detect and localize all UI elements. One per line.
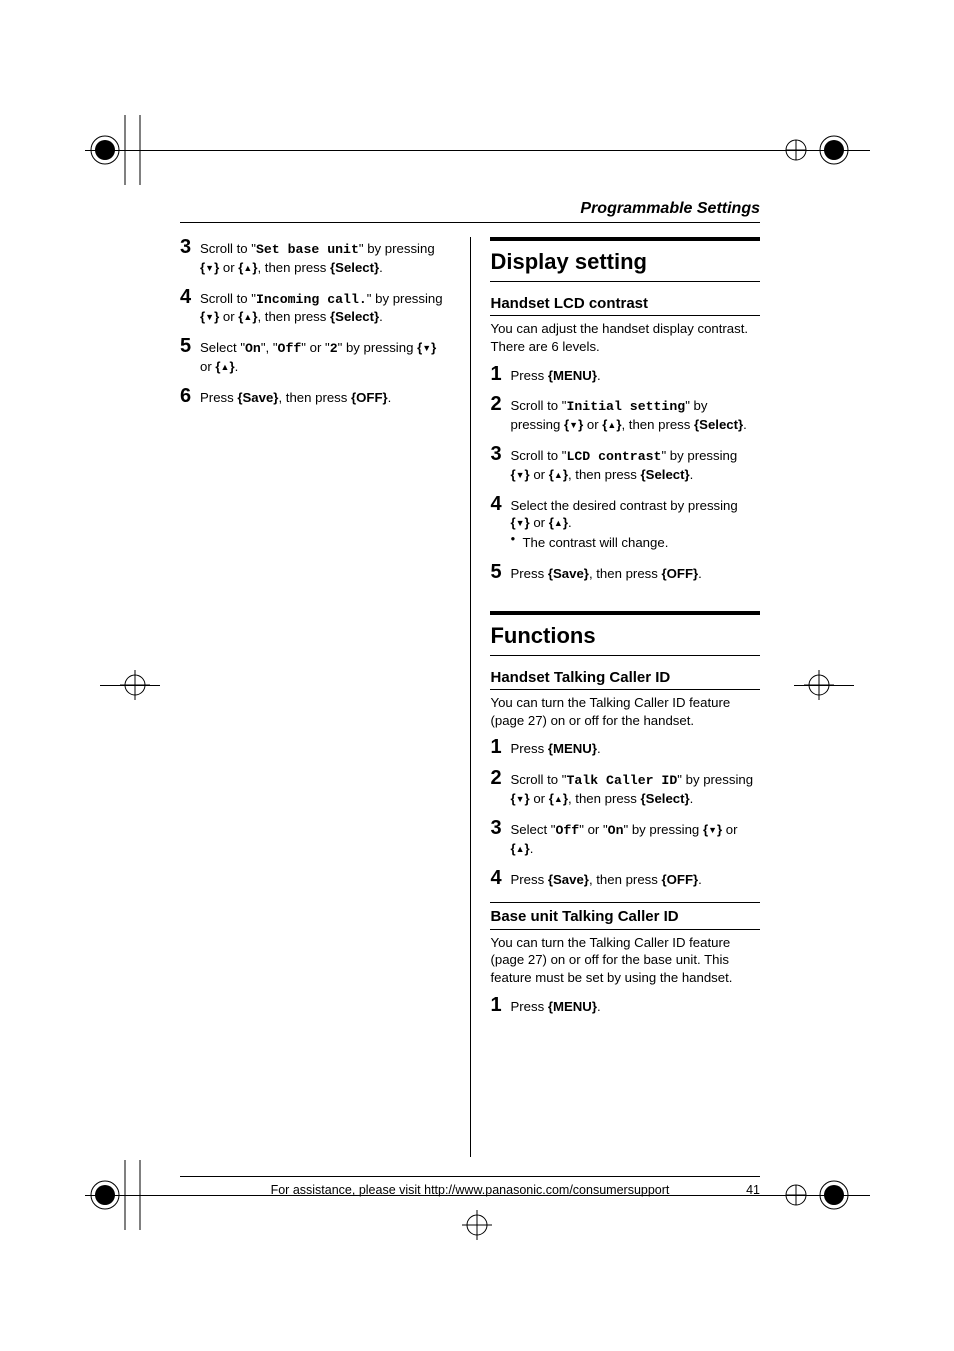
intro-text: You can turn the Talking Caller ID featu… (490, 694, 760, 730)
step: 2Scroll to "Talk Caller ID" by pressing … (490, 768, 760, 808)
step-number: 2 (490, 768, 510, 808)
step-number: 6 (180, 386, 200, 407)
step: 1Press {MENU}. (490, 737, 760, 758)
step-number: 4 (180, 287, 200, 327)
step-body: Scroll to "Initial setting" by pressing … (510, 394, 760, 434)
rule (490, 902, 760, 903)
section-title: Functions (490, 611, 760, 656)
crop-line (100, 685, 160, 686)
step: 2Scroll to "Initial setting" by pressing… (490, 394, 760, 434)
step-body: Scroll to "LCD contrast" by pressing {▼}… (510, 444, 760, 484)
step-body: Press {MENU}. (510, 995, 760, 1016)
bullet-icon: ● (510, 534, 522, 552)
step-body: Select the desired contrast by pressing … (510, 494, 760, 552)
right-column: Display setting Handset LCD contrast You c… (490, 237, 760, 1157)
step: 5Press {Save}, then press {OFF}. (490, 562, 760, 583)
step: 3Scroll to "Set base unit" by pressing {… (180, 237, 450, 277)
page-number: 41 (746, 1183, 760, 1197)
step-number: 3 (490, 444, 510, 484)
step-number: 3 (180, 237, 200, 277)
page-header: Programmable Settings (180, 200, 760, 223)
step-body: Scroll to "Incoming call." by pressing {… (200, 287, 450, 327)
step-body: Press {Save}, then press {OFF}. (510, 868, 760, 889)
step-number: 5 (180, 336, 200, 376)
step-body: Press {Save}, then press {OFF}. (510, 562, 760, 583)
step: 4Select the desired contrast by pressing… (490, 494, 760, 552)
subsection-title: Handset Talking Caller ID (490, 668, 760, 690)
step: 3Select "Off" or "On" by pressing {▼} or… (490, 818, 760, 858)
step-number: 2 (490, 394, 510, 434)
step-body: Select "Off" or "On" by pressing {▼} or … (510, 818, 760, 858)
step-body: Press {MENU}. (510, 364, 760, 385)
crop-line (85, 150, 870, 151)
step: 6Press {Save}, then press {OFF}. (180, 386, 450, 407)
step-body: Select "On", "Off" or "2" by pressing {▼… (200, 336, 450, 376)
step-number: 1 (490, 364, 510, 385)
step-body: Press {MENU}. (510, 737, 760, 758)
page-footer: For assistance, please visit http://www.… (180, 1176, 760, 1197)
subsection-title: Handset LCD contrast (490, 294, 760, 316)
step-number: 5 (490, 562, 510, 583)
step: 1Press {MENU}. (490, 995, 760, 1016)
step: 1Press {MENU}. (490, 364, 760, 385)
step-number: 1 (490, 737, 510, 758)
step-number: 4 (490, 494, 510, 552)
step: 4Scroll to "Incoming call." by pressing … (180, 287, 450, 327)
intro-text: You can adjust the handset display contr… (490, 320, 760, 356)
section-title: Display setting (490, 237, 760, 282)
column-divider (470, 237, 471, 1157)
left-column: 3Scroll to "Set base unit" by pressing {… (180, 237, 450, 1157)
crop-line (794, 685, 854, 686)
step-body: Press {Save}, then press {OFF}. (200, 386, 450, 407)
step-number: 1 (490, 995, 510, 1016)
step-body: Scroll to "Set base unit" by pressing {▼… (200, 237, 450, 277)
step-number: 4 (490, 868, 510, 889)
page-content: Programmable Settings 3Scroll to "Set ba… (180, 200, 760, 1157)
step: 5Select "On", "Off" or "2" by pressing {… (180, 336, 450, 376)
registration-mark-icon (442, 1190, 512, 1260)
footer-text: For assistance, please visit http://www.… (271, 1183, 670, 1197)
step: 3Scroll to "LCD contrast" by pressing {▼… (490, 444, 760, 484)
subsection-title: Base unit Talking Caller ID (490, 907, 760, 929)
step: 4Press {Save}, then press {OFF}. (490, 868, 760, 889)
step-body: Scroll to "Talk Caller ID" by pressing {… (510, 768, 760, 808)
step-number: 3 (490, 818, 510, 858)
intro-text: You can turn the Talking Caller ID featu… (490, 934, 760, 987)
